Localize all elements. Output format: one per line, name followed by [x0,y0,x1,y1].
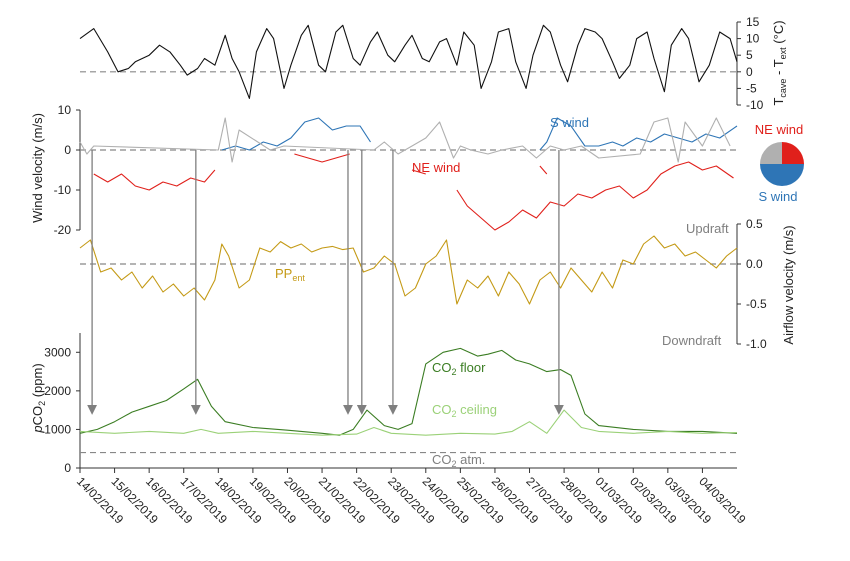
ne-wind-label: NE wind [412,160,460,175]
co2-ceiling-label: CO2 ceiling [432,402,497,419]
temperature-y-label: Tcave - Text (°C) [771,20,788,105]
wind-panel: 10 0 -10 -20 Wind velocity (m/s) S wind NE … [30,103,738,237]
y-tick-label: 5 [746,48,753,62]
legend-sw-sector [760,164,782,186]
co2-floor-label: CO2 floor [432,360,486,377]
wind-series [79,117,738,231]
legend-other-sector [760,142,782,164]
y-tick-label: 0 [64,143,71,157]
s-wind-label: S wind [550,115,589,130]
wind-y-label: Wind velocity (m/s) [30,113,45,223]
y-tick-label: 0 [746,65,753,79]
y-tick-label: -10 [746,98,764,112]
y-tick-label: -20 [54,223,72,237]
y-tick-label: -10 [54,183,72,197]
date-x-ticks: 14/02/201915/02/201916/02/201917/02/2019… [74,468,749,527]
y-tick-label: 1000 [44,422,71,436]
co2-series [79,347,738,436]
airflow-series [79,235,738,305]
updraft-label: Updraft [686,221,729,236]
temperature-series [79,24,738,99]
series-line [79,409,738,436]
y-tick-label: 10 [746,32,760,46]
legend-s-sector [782,164,804,186]
series-line [221,117,738,151]
y-tick-label: 0.0 [746,257,763,271]
legend-s-wind-label: S wind [758,189,797,204]
downdraft-label: Downdraft [662,333,722,348]
series-line [79,24,738,99]
temperature-panel: 15 10 5 0 -5 -10 Tcave - Text (°C) [79,15,788,112]
series-line [79,347,738,436]
legend-ne-wind-label: NE wind [755,122,803,137]
event-arrows [87,150,564,415]
co2-panel: 3000 2000 1000 0 14/02/201915/02/201916/02/… [30,333,749,527]
y-tick-label: 0.5 [746,217,763,231]
temperature-y-ticks: 15 10 5 0 -5 -10 [737,15,764,112]
y-tick-label: 3000 [44,345,71,359]
pp-ent-label: PPent [275,266,305,283]
legend-ne-sector [782,142,804,164]
co2-y-label: pCO2 (ppm) [30,363,47,433]
airflow-y-ticks: 0.5 0.0 -0.5 -1.0 [737,217,767,351]
y-tick-label: 10 [58,103,72,117]
y-tick-label: 2000 [44,384,71,398]
wind-y-ticks: 10 0 -10 -20 [54,103,80,237]
y-tick-label: -1.0 [746,337,767,351]
co2-atm-label: CO2 atm. [432,452,485,469]
wind-direction-legend: NE wind S wind [755,122,804,204]
series-line [93,153,734,231]
y-tick-label: -5 [746,81,757,95]
y-tick-label: 15 [746,15,760,29]
y-tick-label: 0 [64,461,71,475]
airflow-panel: 0.5 0.0 -0.5 -1.0 Airflow velocity (m/s) PP… [79,217,796,351]
series-line [79,235,738,305]
co2-y-ticks: 3000 2000 1000 0 [44,345,80,475]
airflow-y-label: Airflow velocity (m/s) [781,225,796,344]
y-tick-label: -0.5 [746,297,767,311]
series-line [79,117,731,163]
